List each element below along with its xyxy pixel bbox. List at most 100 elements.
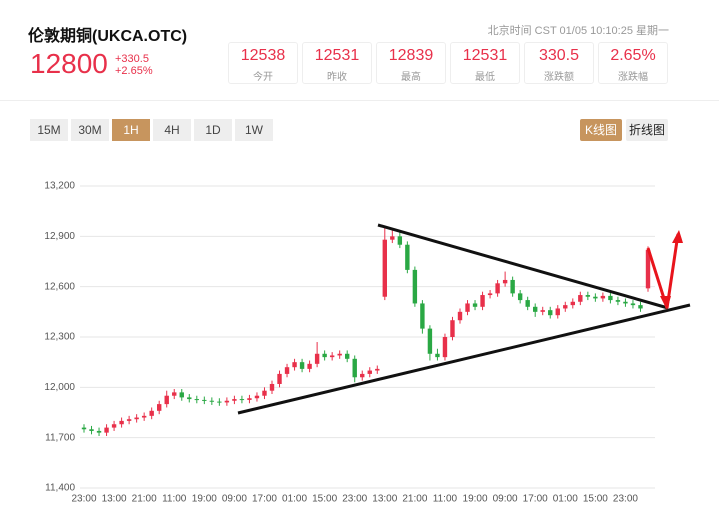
x-tick-label: 13:00 <box>102 494 127 505</box>
timeframe-tab[interactable]: 1W <box>235 119 273 141</box>
timeframe-tab[interactable]: 4H <box>153 119 191 141</box>
y-tick-label: 11,700 <box>45 432 75 443</box>
arrowhead <box>660 296 671 310</box>
candle-body <box>593 296 598 299</box>
timeframe-tab[interactable]: 1D <box>194 119 232 141</box>
x-tick-label: 13:00 <box>372 494 397 505</box>
y-tick-label: 11,400 <box>45 483 75 494</box>
candle-body <box>450 320 455 337</box>
candle-body <box>89 429 94 431</box>
candle-body <box>360 373 365 378</box>
candle-body <box>96 430 102 433</box>
candle-body <box>172 392 177 396</box>
candle-body <box>457 311 463 321</box>
view-toggle[interactable]: K线图 <box>580 119 622 141</box>
candle-body <box>232 399 237 401</box>
candle-body <box>465 303 470 312</box>
candle-body <box>405 244 410 270</box>
stat-value: 12839 <box>388 47 434 64</box>
x-tick-label: 09:00 <box>493 494 518 505</box>
candle-body <box>578 295 583 302</box>
candle-body <box>382 239 387 297</box>
x-tick-label: 23:00 <box>613 494 638 505</box>
stat-value: 2.65% <box>610 47 656 64</box>
stat-value: 12531 <box>462 47 508 64</box>
candle-body <box>352 358 357 378</box>
candle-body <box>412 269 418 304</box>
candle-body <box>134 417 139 420</box>
timeframe-tab[interactable]: 1H <box>112 119 150 141</box>
candle-body <box>525 300 530 307</box>
candle-body <box>224 400 230 403</box>
timeframe-tab[interactable]: 30M <box>71 119 109 141</box>
x-tick-label: 01:00 <box>282 494 307 505</box>
x-tick-label: 11:00 <box>162 494 187 505</box>
candle-body <box>600 295 606 299</box>
candle-body <box>367 370 372 374</box>
y-tick-label: 12,300 <box>44 332 75 343</box>
x-tick-label: 11:00 <box>433 494 458 505</box>
x-tick-label: 21:00 <box>132 494 157 505</box>
title: 伦敦期铜(UKCA.OTC) <box>28 28 188 45</box>
trend-line <box>237 303 691 415</box>
candle-body <box>375 368 380 371</box>
stat-label: 涨跌额 <box>544 72 574 83</box>
candle-body <box>502 279 508 284</box>
candle-body <box>615 300 621 302</box>
price: 12800 <box>30 48 108 79</box>
y-tick-label: 12,600 <box>44 281 75 292</box>
candle-body <box>217 401 222 403</box>
candle-body <box>345 353 350 359</box>
candle-body <box>239 399 245 401</box>
candle-body <box>533 306 538 312</box>
stat-box: 2.65% 涨跌幅 <box>598 42 668 84</box>
candle-body <box>435 353 440 358</box>
candle-body <box>420 303 425 329</box>
candle-body <box>292 362 297 368</box>
candle-body <box>187 397 192 400</box>
y-tick-label: 12,900 <box>44 231 75 242</box>
y-tick-label: 12,000 <box>44 382 75 393</box>
candle-body <box>555 308 560 316</box>
stat-value: 12531 <box>314 47 360 64</box>
x-tick-label: 17:00 <box>523 494 548 505</box>
candle-body <box>269 383 275 391</box>
timeframe-tab[interactable]: 15M <box>30 119 68 141</box>
candle-body <box>141 415 147 418</box>
stat-label: 最高 <box>401 72 421 83</box>
candle-body <box>209 400 215 402</box>
x-tick-label: 15:00 <box>312 494 337 505</box>
stat-box: 12839 最高 <box>376 42 446 84</box>
x-tick-label: 23:00 <box>71 494 96 505</box>
candle-body <box>284 367 290 374</box>
candle-body <box>487 293 493 296</box>
stat-value: 330.5 <box>538 47 580 64</box>
candle-body <box>570 301 575 306</box>
candle-body <box>111 424 117 428</box>
x-tick-label: 01:00 <box>553 494 578 505</box>
candle-body <box>472 303 478 307</box>
candle-body <box>277 373 282 384</box>
trend-line <box>377 223 669 310</box>
candle-body <box>442 337 448 358</box>
candle-body <box>119 420 124 425</box>
stat-label: 今开 <box>253 72 273 83</box>
candle-body <box>329 355 335 358</box>
candle-body <box>126 419 132 421</box>
x-tick-label: 09:00 <box>222 494 247 505</box>
candle-body <box>397 236 403 245</box>
x-tick-label: 15:00 <box>583 494 608 505</box>
arrowhead <box>672 230 683 243</box>
candle-body <box>194 399 199 401</box>
separator <box>0 100 719 101</box>
x-tick-label: 19:00 <box>463 494 488 505</box>
candle-body <box>202 399 207 401</box>
candle-body <box>630 303 636 306</box>
candle-body <box>314 353 320 364</box>
view-toggle[interactable]: 折线图 <box>626 119 668 141</box>
candle-body <box>164 395 169 405</box>
stat-box: 330.5 涨跌额 <box>524 42 594 84</box>
y-tick-label: 13,200 <box>44 181 75 192</box>
stat-value: 12538 <box>240 47 286 64</box>
